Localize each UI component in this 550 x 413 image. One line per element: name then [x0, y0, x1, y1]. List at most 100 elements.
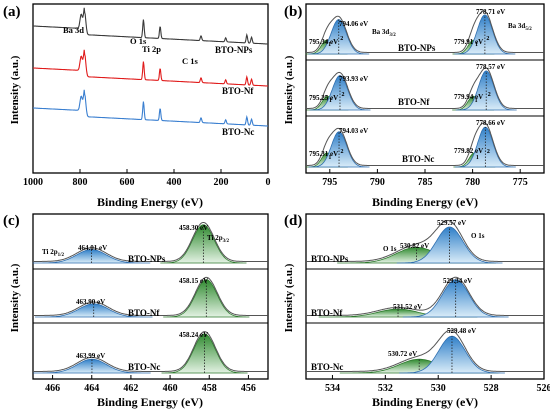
x-tick-label: 528 — [484, 383, 499, 394]
b-nc-label-1: 795.31 eV — [309, 150, 338, 158]
envelope-curve — [306, 276, 544, 316]
component-number: 1 — [328, 155, 331, 161]
c-nps-label-2: 458.30 eV — [179, 224, 208, 232]
component-number: 2 — [487, 149, 490, 155]
x-tick-label: 456 — [241, 383, 256, 394]
x-tick-label: 460 — [163, 383, 178, 394]
panel-a-curves — [33, 7, 268, 127]
panel-d-letter: (d) — [284, 213, 302, 229]
series-label-nf: BTO-Nf — [222, 86, 254, 96]
x-tick-label: 534 — [325, 383, 340, 394]
c-nc-label-1: 463.99 eV — [76, 352, 105, 360]
b-assign-ba3d52: Ba 3d5/2 — [508, 22, 532, 32]
panel-d-ylabel: Intensity (a.u.) — [283, 263, 295, 332]
component-number: 2 — [340, 36, 343, 42]
panel-b-ylabel: Intensity (a.u.) — [283, 55, 295, 124]
panel-c-frame — [32, 213, 269, 380]
x-tick-label: 458 — [202, 383, 217, 394]
c-sample-nps: BTO-NPs — [128, 254, 166, 264]
envelope-curve — [306, 220, 544, 262]
peak-label-o1s: O 1s — [130, 36, 147, 46]
x-tick-label: 1000 — [23, 177, 43, 188]
panel-d-peaks — [306, 220, 544, 374]
x-tick-label: 600 — [120, 177, 135, 188]
x-tick-label: 790 — [370, 177, 385, 188]
c-sample-nf: BTO-Nf — [128, 308, 160, 318]
d-nf-label-1: 531.52 eV — [393, 303, 422, 311]
panel-c: (c) Intensity (a.u.) Binding Energy (eV)… — [3, 213, 269, 409]
peak-label-ti2p: Ti 2p — [142, 44, 161, 54]
b-nps-label-2: 794.06 eV — [339, 20, 368, 28]
c-nc-label-2: 458.24 eV — [179, 331, 208, 339]
b-nf-label-3: 779.94 eV — [454, 93, 483, 101]
c-nps-label-1: 464.01 eV — [78, 244, 107, 252]
panel-a-ticks: 1000 800 600 400 200 0 — [23, 169, 271, 188]
peak-label-ba3d: Ba 3d — [63, 25, 84, 35]
panel-d-xlabel: Binding Energy (eV) — [372, 395, 478, 409]
b-nc-label-3: 779.82 eV — [454, 147, 483, 155]
x-tick-label: 400 — [167, 177, 182, 188]
envelope-curve — [306, 67, 544, 109]
panel-b-peaks: 1 2 1 2 1 2 1 2 1 2 1 2 — [305, 10, 544, 168]
b-sample-nc: BTO-Nc — [402, 154, 434, 164]
x-tick-label: 780 — [465, 177, 480, 188]
component-peak — [308, 131, 370, 168]
b-assign-ba3d32: Ba 3d3/2 — [372, 28, 396, 38]
component-number: 1 — [476, 155, 479, 161]
component-number: 1 — [328, 42, 331, 48]
x-tick-label: 795 — [322, 177, 337, 188]
component-number: 2 — [341, 149, 344, 155]
b-nps-label-3: 779.91 eV — [454, 38, 483, 46]
b-sample-nps: BTO-NPs — [398, 43, 436, 53]
d-assign-o1s-2: O 1s — [471, 232, 485, 240]
x-tick-label: 526 — [537, 383, 550, 394]
panel-c-letter: (c) — [3, 213, 20, 229]
peak-label-c1s: C 1s — [182, 56, 199, 66]
d-sample-nps: BTO-NPs — [311, 254, 349, 264]
x-tick-label: 532 — [378, 383, 393, 394]
x-tick-label: 466 — [45, 383, 60, 394]
b-nf-label-2: 793.93 eV — [339, 75, 368, 83]
x-tick-label: 464 — [84, 383, 99, 394]
panel-b-letter: (b) — [284, 4, 302, 20]
panel-a-xlabel: Binding Energy (eV) — [97, 195, 203, 209]
b-sample-nf: BTO-Nf — [398, 97, 430, 107]
panel-d: (d) Intensity (a.u.) Binding Energy (eV)… — [283, 213, 550, 409]
d-sample-nc: BTO-Nc — [311, 362, 343, 372]
series-label-nps: BTO-NPs — [215, 45, 253, 55]
d-nps-label-2: 529.57 eV — [437, 219, 466, 227]
x-tick-label: 800 — [73, 177, 88, 188]
envelope-curve — [306, 122, 544, 166]
x-tick-label: 785 — [418, 177, 433, 188]
c-sample-nc: BTO-Nc — [128, 362, 160, 372]
c-assign-ti2p32: Ti 2p3/2 — [207, 234, 230, 244]
b-nf-label-1: 795.25 eV — [309, 94, 338, 102]
x-tick-label: 775 — [513, 177, 528, 188]
panel-a-frame — [32, 3, 269, 174]
panel-d-ticks: 534 532 530 528 526 — [325, 375, 550, 394]
component-number: 2 — [341, 92, 344, 98]
x-tick-label: 530 — [431, 383, 446, 394]
b-nps-label-1: 795.34 eV — [309, 38, 338, 46]
panel-b-xlabel: Binding Energy (eV) — [372, 195, 478, 209]
survey-curve — [33, 49, 268, 87]
panel-c-ylabel: Intensity (a.u.) — [9, 263, 21, 332]
b-nc-label-2: 794.03 eV — [339, 127, 368, 135]
c-assign-ti2p12: Ti 2p1/2 — [42, 248, 65, 258]
c-nf-label-1: 463.90 eV — [76, 298, 105, 306]
d-sample-nf: BTO-Nf — [311, 308, 343, 318]
series-label-nc: BTO-Nc — [222, 127, 254, 137]
d-nc-label-1: 530.72 eV — [388, 350, 417, 358]
component-number: 2 — [488, 92, 491, 98]
b-nf-label-4: 778.57 eV — [476, 63, 505, 71]
panel-c-ticks: 466 464 462 460 458 456 — [45, 375, 256, 394]
x-tick-label: 200 — [214, 177, 229, 188]
survey-curve — [33, 89, 268, 127]
d-nps-label-1: 530.82 eV — [400, 242, 429, 250]
x-tick-label: 462 — [123, 383, 138, 394]
envelope-curve — [33, 222, 268, 262]
envelope-curve — [306, 10, 544, 53]
d-assign-o1s-1: O 1s — [383, 245, 397, 253]
envelope-curve — [33, 276, 268, 316]
